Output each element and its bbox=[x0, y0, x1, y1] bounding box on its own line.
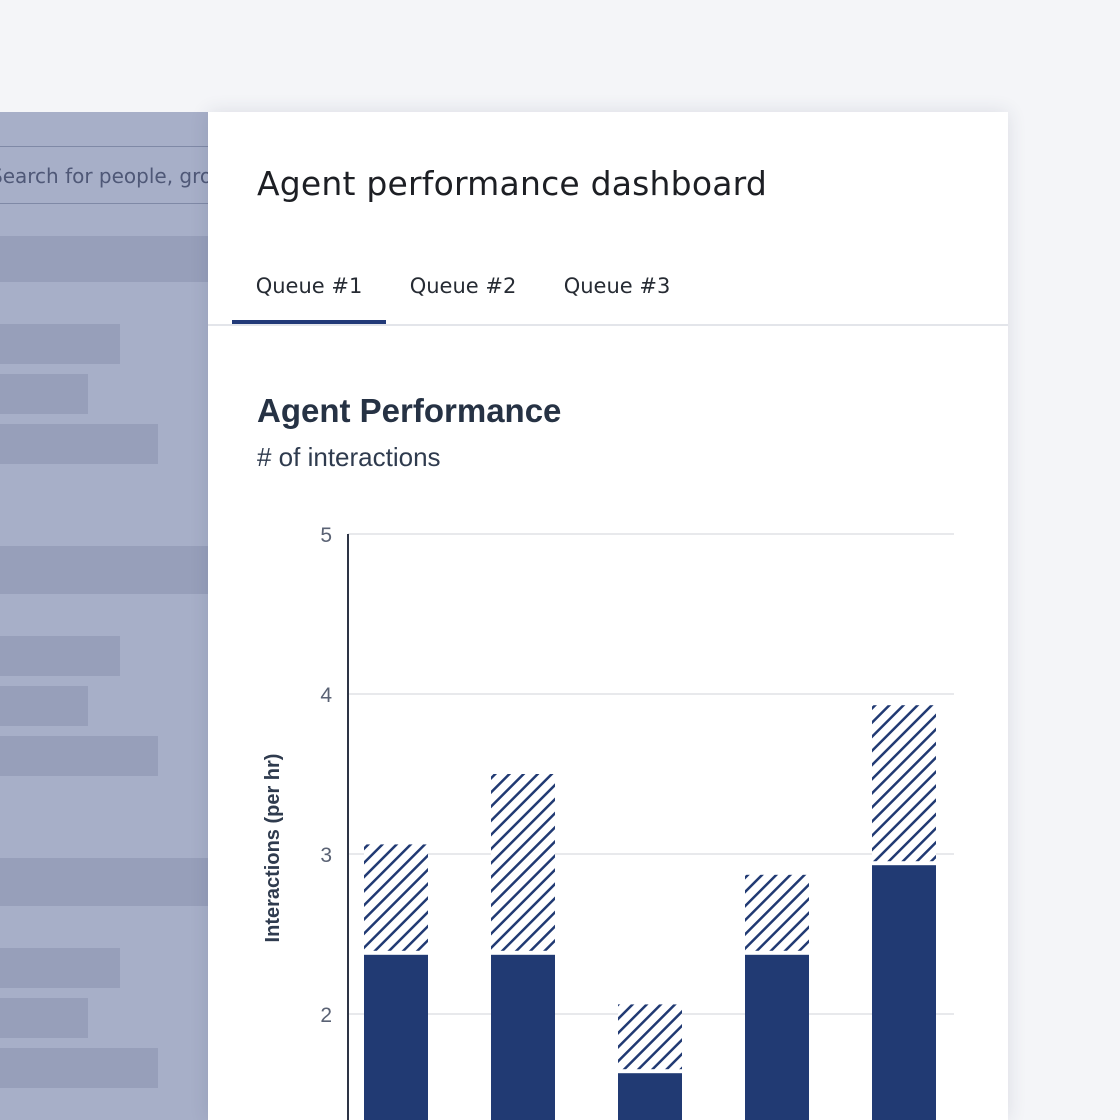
tab-queue-3[interactable]: Queue #3 bbox=[563, 274, 671, 298]
chart-title: Agent Performance bbox=[257, 392, 562, 429]
y-tick-label: 3 bbox=[320, 844, 332, 867]
y-tick-label: 2 bbox=[320, 1004, 332, 1027]
y-tick-label: 4 bbox=[320, 684, 332, 707]
y-tick-label: 5 bbox=[320, 524, 332, 547]
background-list-item bbox=[0, 736, 158, 776]
background-list-item bbox=[0, 948, 120, 988]
tabs-divider bbox=[208, 324, 1008, 326]
background-list-item bbox=[0, 324, 120, 364]
bar-hatched-segment bbox=[618, 1004, 682, 1070]
bar-hatched-segment bbox=[745, 874, 809, 951]
panel-title: Agent performance dashboard bbox=[257, 164, 767, 203]
background-search-field: Search for people, groups and locations bbox=[0, 146, 210, 204]
bar-solid-segment bbox=[491, 954, 555, 1120]
background-section-header bbox=[0, 236, 240, 282]
chart-subtitle: # of interactions bbox=[257, 442, 441, 472]
background-app: Search for people, groups and locations bbox=[0, 112, 240, 1120]
bar-solid-segment bbox=[364, 954, 428, 1120]
background-list-item bbox=[0, 998, 88, 1038]
bar-solid-segment bbox=[745, 954, 809, 1120]
bar-chart: 2 3 4 5 Interactions (per hr) bbox=[262, 524, 954, 1120]
background-section-header bbox=[0, 858, 240, 906]
bar-solid-segment bbox=[618, 1073, 682, 1120]
tab-queue-1[interactable]: Queue #1 bbox=[232, 262, 386, 324]
background-list-item bbox=[0, 1048, 158, 1088]
dashboard-panel: Agent performance dashboard Queue #1 Que… bbox=[208, 112, 1008, 1120]
background-list-item bbox=[0, 374, 88, 414]
background-section-header bbox=[0, 546, 240, 594]
background-list-item bbox=[0, 686, 88, 726]
y-axis-label: Interactions (per hr) bbox=[262, 754, 284, 943]
bar-hatched-segment bbox=[364, 844, 428, 951]
bar-hatched-segment bbox=[872, 705, 936, 862]
bar-hatched-segment bbox=[491, 774, 555, 951]
background-list-item bbox=[0, 424, 158, 464]
background-search-placeholder: Search for people, groups and locations bbox=[0, 164, 210, 188]
bar-solid-segment bbox=[872, 865, 936, 1120]
background-list-item bbox=[0, 636, 120, 676]
tab-queue-2[interactable]: Queue #2 bbox=[409, 274, 517, 298]
